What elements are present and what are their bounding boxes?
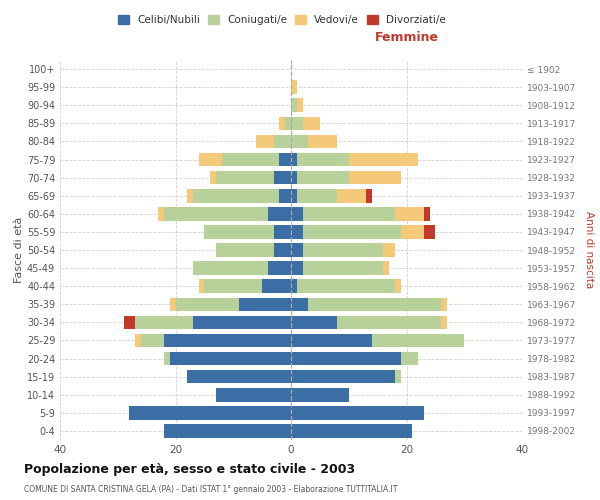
Bar bbox=[297, 171, 349, 184]
Legend: Celibi/Nubili, Coniugati/e, Vedovi/e, Divorziati/e: Celibi/Nubili, Coniugati/e, Vedovi/e, Di… bbox=[116, 12, 448, 27]
Bar bbox=[291, 406, 424, 419]
Bar bbox=[274, 134, 291, 148]
Bar bbox=[401, 352, 418, 366]
Bar bbox=[280, 189, 291, 202]
Bar bbox=[124, 316, 135, 329]
Bar bbox=[262, 280, 291, 293]
Bar bbox=[164, 334, 291, 347]
Bar bbox=[256, 134, 274, 148]
Bar bbox=[424, 207, 430, 220]
Bar bbox=[291, 280, 297, 293]
Bar bbox=[199, 152, 222, 166]
Y-axis label: Anni di nascita: Anni di nascita bbox=[584, 212, 595, 288]
Bar bbox=[308, 134, 337, 148]
Bar bbox=[216, 388, 291, 402]
Bar bbox=[187, 189, 193, 202]
Bar bbox=[135, 334, 141, 347]
Bar bbox=[291, 116, 302, 130]
Bar bbox=[308, 298, 441, 311]
Bar bbox=[372, 334, 464, 347]
Bar bbox=[205, 225, 274, 238]
Bar bbox=[274, 243, 291, 257]
Bar bbox=[291, 316, 337, 329]
Bar bbox=[302, 262, 383, 275]
Bar bbox=[441, 298, 447, 311]
Bar bbox=[291, 334, 372, 347]
Text: Femmine: Femmine bbox=[374, 30, 439, 44]
Bar bbox=[291, 370, 395, 384]
Bar bbox=[158, 207, 164, 220]
Y-axis label: Fasce di età: Fasce di età bbox=[14, 217, 24, 283]
Bar bbox=[193, 262, 268, 275]
Bar bbox=[164, 352, 170, 366]
Bar bbox=[349, 171, 401, 184]
Bar bbox=[268, 262, 291, 275]
Bar bbox=[268, 207, 291, 220]
Bar bbox=[135, 316, 193, 329]
Bar bbox=[280, 116, 285, 130]
Bar bbox=[187, 370, 291, 384]
Bar bbox=[170, 298, 176, 311]
Bar bbox=[205, 280, 262, 293]
Bar bbox=[130, 406, 291, 419]
Bar bbox=[302, 225, 401, 238]
Bar bbox=[199, 280, 205, 293]
Bar bbox=[239, 298, 291, 311]
Bar bbox=[274, 171, 291, 184]
Bar bbox=[291, 225, 302, 238]
Bar bbox=[337, 189, 366, 202]
Bar bbox=[302, 243, 383, 257]
Bar bbox=[337, 316, 441, 329]
Bar bbox=[424, 225, 436, 238]
Bar bbox=[401, 225, 424, 238]
Bar bbox=[291, 80, 297, 94]
Bar bbox=[302, 207, 395, 220]
Bar bbox=[395, 207, 424, 220]
Bar bbox=[383, 243, 395, 257]
Bar bbox=[193, 316, 291, 329]
Bar bbox=[297, 280, 395, 293]
Bar bbox=[291, 134, 308, 148]
Bar bbox=[297, 98, 302, 112]
Bar bbox=[291, 388, 349, 402]
Bar bbox=[291, 98, 297, 112]
Text: Popolazione per età, sesso e stato civile - 2003: Popolazione per età, sesso e stato civil… bbox=[24, 462, 355, 475]
Bar bbox=[193, 189, 280, 202]
Bar bbox=[291, 243, 302, 257]
Bar bbox=[302, 116, 320, 130]
Bar bbox=[395, 370, 401, 384]
Bar bbox=[366, 189, 372, 202]
Bar bbox=[291, 424, 412, 438]
Bar bbox=[170, 352, 291, 366]
Bar bbox=[222, 152, 280, 166]
Bar bbox=[164, 424, 291, 438]
Text: COMUNE DI SANTA CRISTINA GELA (PA) - Dati ISTAT 1° gennaio 2003 - Elaborazione T: COMUNE DI SANTA CRISTINA GELA (PA) - Dat… bbox=[24, 485, 397, 494]
Bar bbox=[349, 152, 418, 166]
Bar bbox=[291, 262, 302, 275]
Bar bbox=[216, 243, 274, 257]
Bar bbox=[210, 171, 216, 184]
Bar bbox=[395, 280, 401, 293]
Bar bbox=[274, 225, 291, 238]
Bar bbox=[291, 152, 297, 166]
Bar bbox=[216, 171, 274, 184]
Bar bbox=[297, 152, 349, 166]
Bar bbox=[441, 316, 447, 329]
Bar bbox=[280, 152, 291, 166]
Bar bbox=[141, 334, 164, 347]
Bar bbox=[291, 171, 297, 184]
Bar bbox=[291, 298, 308, 311]
Bar bbox=[291, 207, 302, 220]
Bar bbox=[291, 189, 297, 202]
Bar bbox=[297, 189, 337, 202]
Bar bbox=[383, 262, 389, 275]
Bar bbox=[176, 298, 239, 311]
Bar bbox=[164, 207, 268, 220]
Bar bbox=[285, 116, 291, 130]
Bar bbox=[291, 352, 401, 366]
